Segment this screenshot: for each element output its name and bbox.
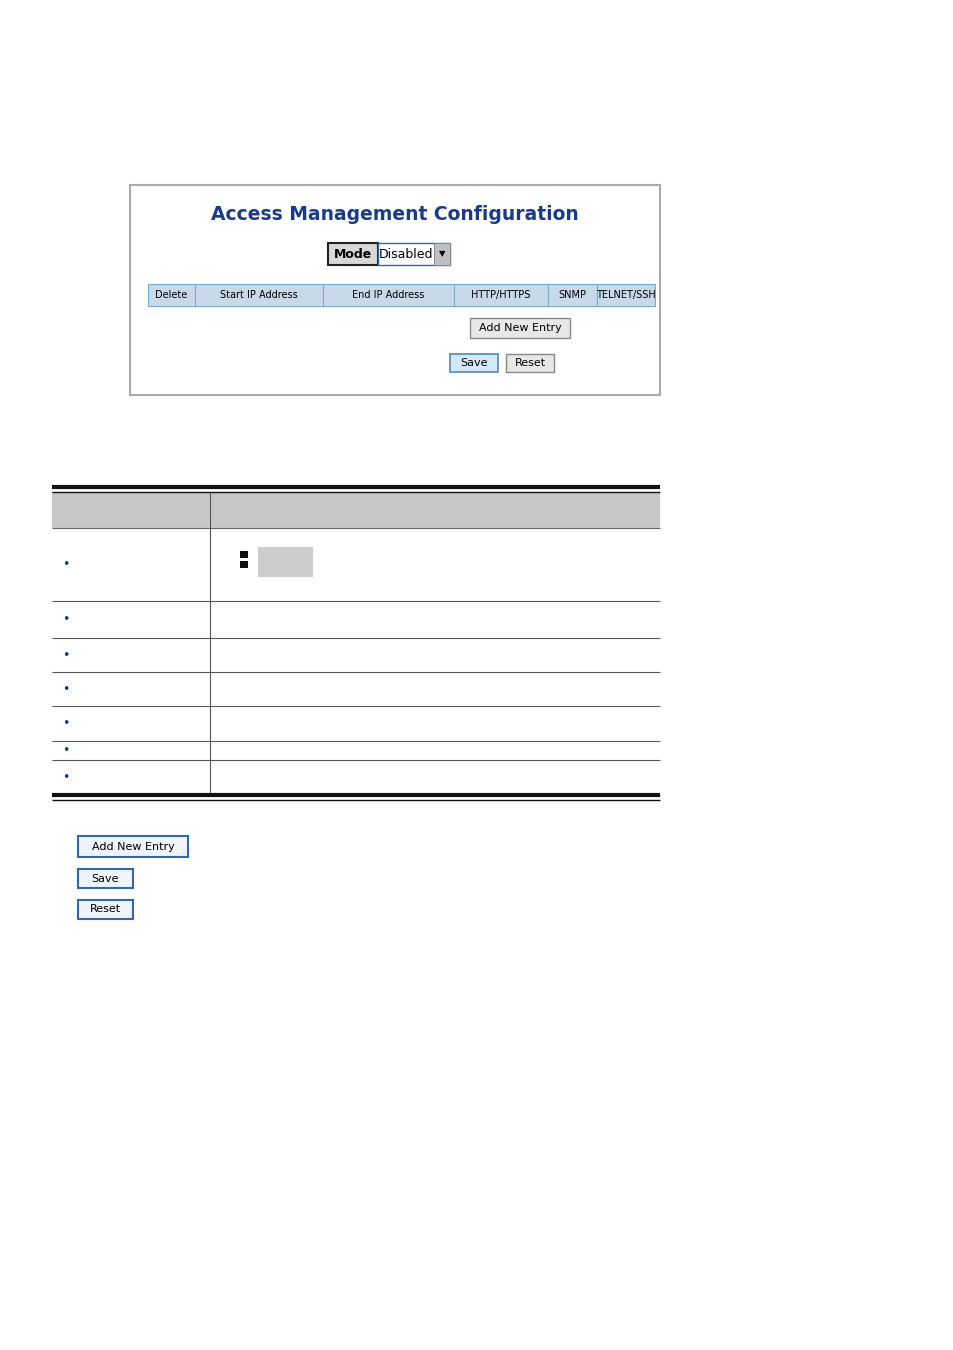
Text: Add New Entry: Add New Entry <box>478 323 560 333</box>
Bar <box>323 284 454 306</box>
Bar <box>328 243 377 265</box>
Bar <box>470 319 569 338</box>
Bar <box>257 547 313 576</box>
Bar <box>52 491 210 528</box>
Text: •: • <box>62 558 70 571</box>
Bar <box>52 760 210 795</box>
Text: •: • <box>62 613 70 626</box>
Bar <box>210 741 659 760</box>
Bar <box>377 243 450 265</box>
Text: Start IP Address: Start IP Address <box>220 290 297 300</box>
Bar <box>210 528 659 601</box>
Text: •: • <box>62 648 70 662</box>
Text: ▼: ▼ <box>438 250 445 258</box>
Bar <box>434 243 450 265</box>
Bar <box>194 284 323 306</box>
Bar <box>240 551 248 558</box>
Text: Add New Entry: Add New Entry <box>91 841 174 852</box>
Text: Reset: Reset <box>90 904 121 914</box>
Text: Access Management Configuration: Access Management Configuration <box>211 205 578 224</box>
Text: Delete: Delete <box>155 290 188 300</box>
Text: Save: Save <box>91 873 119 883</box>
Bar <box>52 639 210 672</box>
Text: •: • <box>62 771 70 784</box>
Bar <box>130 185 659 396</box>
Bar <box>210 672 659 706</box>
Text: SNMP: SNMP <box>558 290 586 300</box>
Text: •: • <box>62 744 70 757</box>
Bar <box>52 741 210 760</box>
Text: Reset: Reset <box>514 358 545 369</box>
Bar <box>240 560 248 567</box>
Bar <box>210 760 659 795</box>
Text: Mode: Mode <box>334 247 372 261</box>
Bar <box>78 869 132 888</box>
Bar <box>148 284 194 306</box>
Bar <box>52 601 210 639</box>
Bar <box>52 528 210 601</box>
Bar <box>547 284 597 306</box>
Text: End IP Address: End IP Address <box>352 290 424 300</box>
Bar <box>78 900 132 919</box>
Bar <box>210 601 659 639</box>
Bar <box>505 354 554 373</box>
Bar <box>454 284 547 306</box>
Bar <box>210 706 659 741</box>
Text: HTTP/HTTPS: HTTP/HTTPS <box>471 290 530 300</box>
Bar <box>52 706 210 741</box>
Bar <box>450 354 497 373</box>
Bar <box>210 639 659 672</box>
Bar <box>52 672 210 706</box>
Text: Save: Save <box>459 358 487 369</box>
Bar <box>210 491 659 528</box>
Bar <box>78 836 188 857</box>
Text: •: • <box>62 683 70 695</box>
Text: •: • <box>62 717 70 730</box>
Text: Disabled: Disabled <box>378 247 433 261</box>
Bar <box>597 284 655 306</box>
Text: TELNET/SSH: TELNET/SSH <box>596 290 655 300</box>
